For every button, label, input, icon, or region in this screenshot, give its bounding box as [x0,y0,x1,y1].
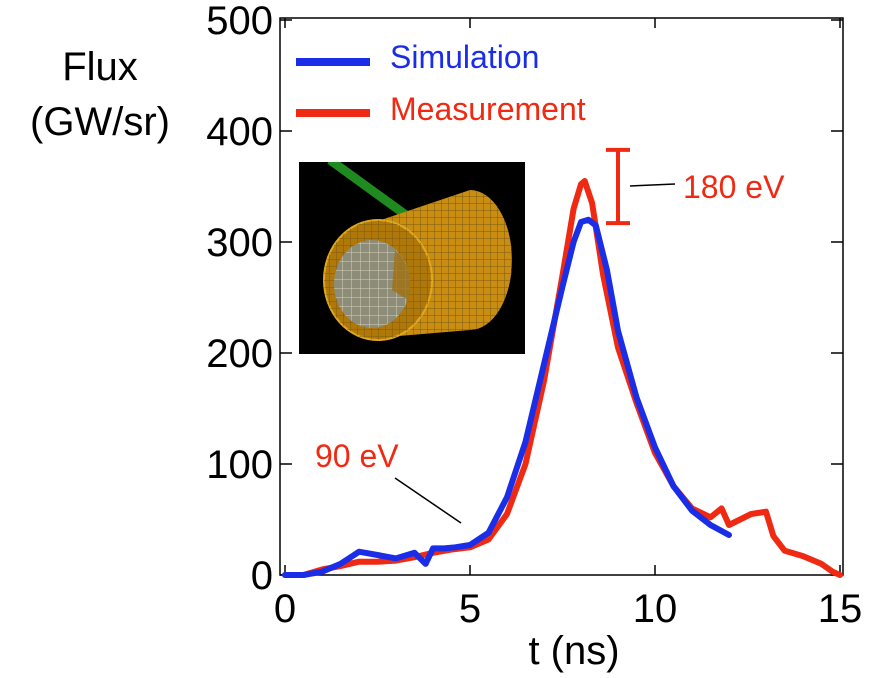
error-bar [606,147,630,226]
x-tick-label: 0 [274,587,296,631]
y-tick-label: 500 [206,0,273,43]
legend-label-simulation: Simulation [390,39,539,75]
y-tick-label: 400 [206,110,273,154]
y-tick-label: 200 [206,332,273,376]
y-tick-label: 0 [251,554,273,598]
annotation-90ev-pointer [394,477,462,524]
y-tick-label: 100 [206,443,273,487]
annotations: 180 eV 90 eV [315,169,785,524]
y-axis-title-line2: (GW/sr) [30,100,170,144]
y-axis-title-line1: Flux [62,45,138,89]
annotation-90ev: 90 eV [315,438,399,474]
hohlraum-inset-image [299,162,525,354]
x-tick-label: 15 [818,587,863,631]
series-line-simulation [282,216,732,578]
y-tick-label: 300 [206,221,273,265]
annotation-180ev: 180 eV [683,169,785,205]
annotation-180ev-pointer [629,183,676,187]
green-stalk [327,162,413,222]
axis-tick-labels: 0 5 10 15 0 100 200 300 400 500 [206,0,862,631]
legend: Simulation Measurement [296,39,586,127]
plot-frame [279,17,844,576]
x-tick-label: 5 [459,587,481,631]
legend-label-measurement: Measurement [390,91,586,127]
x-axis-title: t (ns) [528,629,619,673]
series-layer [282,178,843,578]
x-tick-label: 10 [633,587,678,631]
